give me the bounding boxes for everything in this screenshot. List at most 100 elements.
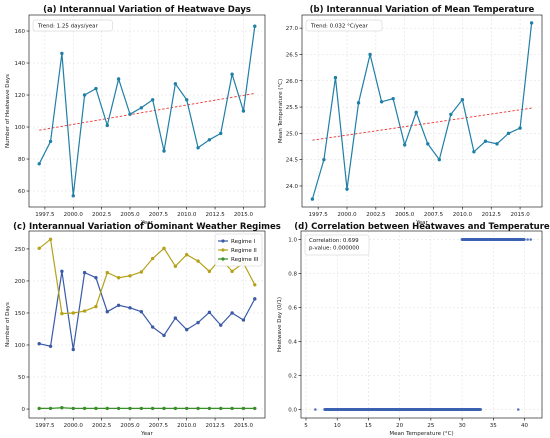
- y-tick-label: 80: [18, 157, 25, 163]
- y-axis-label: Number of Heatwave Days: [5, 74, 11, 148]
- data-point: [506, 131, 511, 136]
- annotation-box: [304, 234, 370, 256]
- series-line-1: [39, 271, 256, 350]
- data-point: [94, 406, 98, 411]
- y-tick-label: 27.0: [286, 26, 299, 32]
- legend-label: Regime III: [231, 257, 259, 263]
- data-point: [241, 406, 246, 411]
- data-point: [196, 259, 200, 263]
- data-point: [139, 406, 144, 411]
- data-point: [116, 406, 121, 411]
- data-point: [207, 310, 212, 315]
- data-point: [37, 162, 41, 166]
- data-point: [94, 86, 98, 91]
- x-tick-label: 2005.0: [120, 423, 140, 429]
- data-point: [196, 146, 200, 150]
- x-tick-label: 2010.0: [177, 212, 197, 218]
- x-tick-label: 2012.5: [205, 212, 225, 218]
- data-point: [173, 82, 178, 86]
- data-point: [105, 270, 109, 275]
- data-point: [253, 283, 257, 287]
- data-point: [60, 311, 64, 316]
- x-tick-label: 2015.0: [510, 212, 530, 218]
- y-tick-label: 140: [15, 61, 26, 67]
- x-tick-label: 2015.0: [234, 212, 254, 218]
- data-point: [71, 311, 75, 315]
- x-tick-label: 1997.5: [35, 212, 55, 218]
- data-point: [162, 406, 166, 411]
- scatter-point: [479, 408, 483, 411]
- x-tick-label: 2000.0: [64, 212, 84, 218]
- chart-panel-4: 5 10 15 20 25 30 35 40 0.0 0.2 0.4 0.6 0.8 1.0 (d) Cor…: [277, 222, 550, 437]
- data-point: [518, 126, 522, 130]
- x-tick-label: 5: [304, 423, 308, 429]
- data-point: [105, 123, 109, 128]
- data-point: [71, 406, 75, 411]
- data-point: [82, 406, 87, 411]
- data-point: [150, 98, 155, 102]
- x-tick-label: 2000.0: [64, 423, 84, 429]
- scatter-point: [516, 408, 520, 411]
- data-point: [82, 270, 87, 275]
- p-value-text: p-value: 0.000000: [309, 246, 360, 252]
- data-point: [94, 276, 98, 280]
- data-point: [37, 342, 41, 346]
- data-point: [219, 131, 223, 136]
- data-point: [150, 406, 155, 411]
- data-point: [48, 139, 53, 144]
- data-point: [241, 109, 246, 113]
- y-tick-label: 24.0: [286, 184, 299, 190]
- x-tick-label: 1997.5: [35, 423, 55, 429]
- legend-label: Regime I: [231, 239, 255, 245]
- data-point: [139, 106, 144, 110]
- data-point: [322, 157, 326, 162]
- chart-title: (d) Correlation between Heatwaves and Te…: [294, 222, 550, 232]
- data-point: [345, 187, 349, 191]
- trend-line: [312, 107, 532, 141]
- data-point: [82, 309, 87, 313]
- data-point: [310, 197, 315, 201]
- chart-title: (c) Interannual Variation of Dominant We…: [13, 222, 281, 232]
- data-point: [60, 269, 64, 274]
- data-point: [437, 157, 442, 162]
- chart-panel-1: 1997.5 2000.0 2002.5 2005.0 2007.5 2010.0 2012…: [5, 5, 266, 226]
- plot-frame: [300, 230, 543, 419]
- x-tick-label: 20: [396, 423, 403, 429]
- x-axis-label: Mean Temperature (°C): [389, 431, 453, 437]
- scatter-point: [314, 408, 317, 411]
- data-point: [414, 110, 418, 115]
- chart-title: (a) Interannual Variation of Heatwave Da…: [43, 5, 251, 15]
- data-point: [48, 406, 53, 411]
- data-point: [139, 309, 144, 314]
- legend-marker: [221, 248, 225, 252]
- data-point: [207, 138, 212, 142]
- x-tick-label: 30: [459, 423, 466, 429]
- y-tick-label: 0.8: [288, 272, 297, 278]
- legend-box: [214, 233, 263, 267]
- data-point: [379, 100, 384, 104]
- data-point: [253, 406, 257, 411]
- data-point: [185, 327, 189, 332]
- x-tick-label: 15: [365, 423, 372, 429]
- y-tick-label: 60: [18, 189, 25, 195]
- y-tick-label: 0.2: [288, 374, 297, 380]
- x-tick-label: 2007.5: [149, 423, 169, 429]
- trend-line: [39, 92, 255, 131]
- x-tick-label: 2012.5: [205, 423, 225, 429]
- x-tick-label: 2010.0: [177, 423, 197, 429]
- y-tick-label: 0.4: [288, 340, 297, 346]
- data-point: [150, 256, 155, 261]
- annotation-box: [32, 19, 113, 32]
- data-point: [116, 276, 121, 280]
- x-tick-label: 2007.5: [424, 212, 444, 218]
- x-tick-label: 2002.5: [366, 212, 386, 218]
- data-point: [105, 309, 109, 314]
- data-point: [219, 323, 223, 327]
- scatter-point: [529, 238, 533, 241]
- data-point: [82, 93, 87, 97]
- data-point: [529, 21, 534, 25]
- data-point: [116, 303, 121, 307]
- data-point: [230, 311, 234, 315]
- data-point: [71, 194, 75, 198]
- series-line-1: [38, 26, 256, 196]
